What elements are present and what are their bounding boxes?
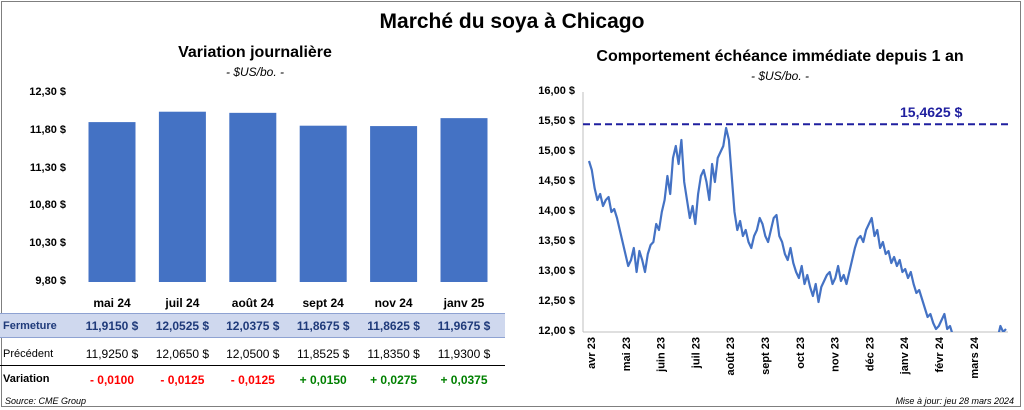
table-cell: 11,9250 $ bbox=[85, 347, 139, 361]
table-row-fermeture: Fermeture bbox=[0, 313, 505, 338]
line-x-tick: janv 24 bbox=[899, 336, 911, 375]
line-x-tick: oct 23 bbox=[795, 337, 807, 369]
row-label-variation: Variation bbox=[3, 373, 50, 385]
table-cell: 12,0500 $ bbox=[226, 347, 280, 361]
line-y-tick: 13,00 $ bbox=[538, 265, 575, 277]
line-x-tick: avr 23 bbox=[586, 337, 598, 369]
table-cell: + 0,0275 bbox=[370, 373, 418, 387]
line-y-tick: 15,50 $ bbox=[538, 115, 575, 127]
line-x-tick: mai 23 bbox=[621, 337, 633, 371]
line-x-tick: févr 24 bbox=[934, 336, 946, 372]
line-y-tick: 16,00 $ bbox=[538, 85, 575, 97]
page-title: Marché du soya à Chicago bbox=[379, 10, 645, 33]
source-note: Source: CME Group bbox=[5, 396, 87, 406]
line-x-tick: juil 23 bbox=[690, 337, 702, 369]
row-label-fermeture: Fermeture bbox=[3, 320, 57, 332]
bar bbox=[229, 112, 277, 282]
bar-category-label: août 24 bbox=[231, 296, 274, 310]
bar-chart-title: Variation journalière bbox=[178, 44, 332, 61]
bar-chart-subtitle: - $US/bo. - bbox=[225, 65, 285, 79]
bar-y-tick: 11,80 $ bbox=[29, 123, 66, 136]
table-cell: 12,0525 $ bbox=[155, 319, 210, 333]
bar bbox=[299, 125, 347, 283]
bar-category-label: mai 24 bbox=[93, 296, 131, 310]
line-chart-title: Comportement échéance immédiate depuis 1… bbox=[596, 48, 964, 65]
line-x-tick: déc 23 bbox=[864, 337, 876, 371]
bar-y-tick: 10,30 $ bbox=[29, 237, 66, 250]
bar-y-tick: 12,30 $ bbox=[29, 86, 66, 98]
line-y-tick: 13,50 $ bbox=[538, 235, 575, 247]
table-cell: 11,8525 $ bbox=[296, 347, 350, 361]
table-row-variation: Variation bbox=[0, 367, 505, 392]
bar bbox=[370, 126, 418, 282]
bar bbox=[88, 122, 136, 282]
update-note: Mise à jour: jeu 28 mars 2024 bbox=[895, 396, 1014, 406]
table-cell: - 0,0100 bbox=[89, 373, 135, 387]
bar-y-tick: 10,80 $ bbox=[29, 199, 66, 212]
table-cell: 11,9150 $ bbox=[85, 319, 139, 333]
row-label-precedent: Précédent bbox=[3, 348, 54, 360]
bar-category-label: sept 24 bbox=[302, 296, 344, 310]
table-cell: + 0,0375 bbox=[440, 373, 488, 387]
line-y-tick: 12,00 $ bbox=[538, 325, 575, 337]
bar-category-label: nov 24 bbox=[374, 296, 413, 310]
table-cell: - 0,0125 bbox=[230, 373, 275, 387]
table-cell: 11,8675 $ bbox=[296, 319, 350, 333]
table-cell: 11,8350 $ bbox=[367, 347, 420, 361]
line-y-tick: 14,00 $ bbox=[538, 205, 575, 217]
line-chart-subtitle: - $US/bo. - bbox=[750, 69, 810, 83]
line-y-tick: 15,00 $ bbox=[538, 145, 575, 157]
bar bbox=[440, 118, 488, 283]
table-cell: 11,8625 $ bbox=[367, 319, 420, 333]
bar-category-label: juil 24 bbox=[165, 296, 200, 310]
peak-label: 15,4625 $ bbox=[900, 104, 963, 120]
bar-y-tick: 9,80 $ bbox=[35, 275, 66, 287]
table-row-precedent: Précédent bbox=[0, 341, 505, 366]
table-cell: 12,0375 $ bbox=[226, 319, 280, 333]
line-x-tick: août 23 bbox=[725, 337, 737, 376]
line-x-tick: mars 24 bbox=[969, 336, 981, 378]
line-x-tick: nov 23 bbox=[830, 337, 842, 372]
line-x-tick: sept 23 bbox=[760, 337, 772, 375]
table-cell: 11,9675 $ bbox=[437, 319, 491, 333]
line-x-tick: juin 23 bbox=[656, 337, 668, 373]
price-line bbox=[587, 126, 1007, 332]
table-cell: + 0,0150 bbox=[299, 373, 347, 387]
line-y-tick: 14,50 $ bbox=[538, 175, 575, 187]
bar-category-label: janv 25 bbox=[443, 296, 485, 310]
line-y-tick: 12,50 $ bbox=[538, 295, 575, 307]
table-cell: 11,9300 $ bbox=[437, 347, 491, 361]
table-cell: 12,0650 $ bbox=[155, 347, 210, 361]
table-cell: - 0,0125 bbox=[160, 373, 205, 387]
bar-y-tick: 11,30 $ bbox=[29, 161, 66, 174]
bar bbox=[158, 111, 206, 282]
